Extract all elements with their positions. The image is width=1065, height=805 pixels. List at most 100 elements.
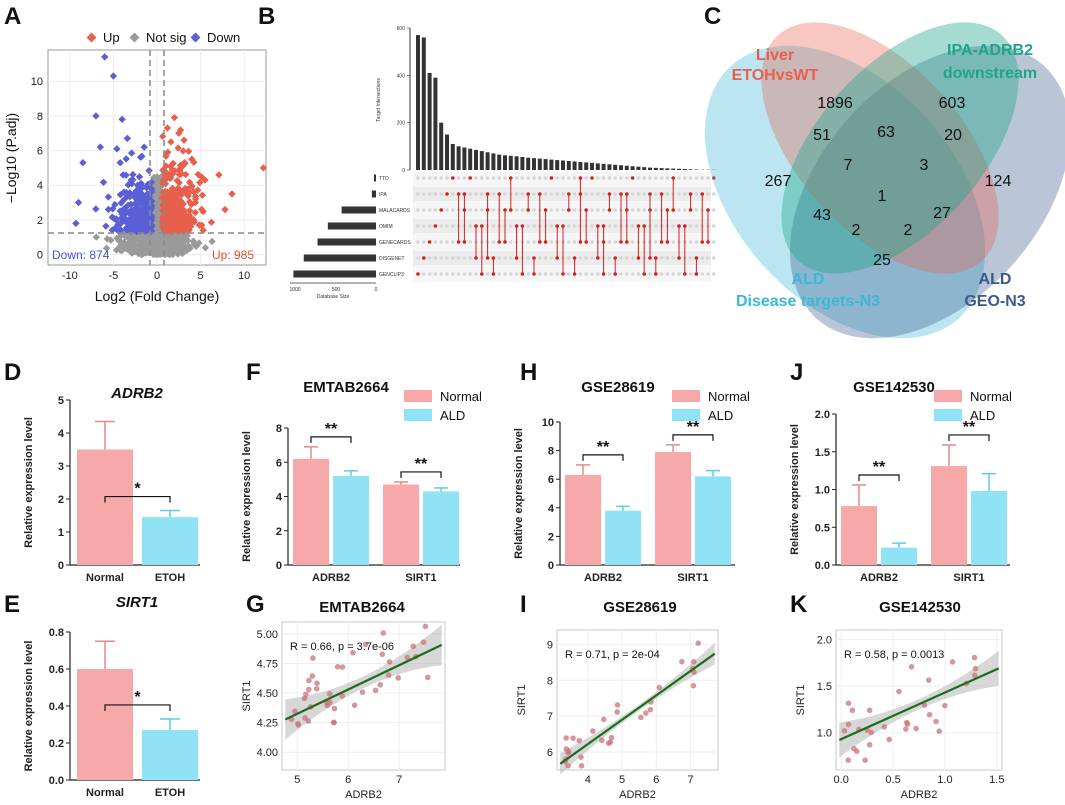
upset-dot (439, 256, 444, 260)
upset-dot (491, 224, 496, 228)
panel_I-xtick: 6 (653, 774, 659, 786)
upset-dot (549, 208, 554, 212)
volcano-point (92, 233, 100, 241)
upset-dot (659, 256, 664, 260)
upset-dot (590, 256, 594, 260)
panel_J-ylabel: Relative expression level (789, 424, 801, 555)
upset-dot (532, 208, 536, 212)
upset-dot (648, 176, 652, 180)
panel_K-title: GSE142530 (879, 599, 961, 616)
legend-down: Down (207, 30, 240, 45)
upset-dot (445, 224, 449, 228)
volcano-point (166, 250, 174, 259)
upset-dot (514, 176, 519, 180)
upset-dot (630, 192, 635, 196)
upset-dot (491, 240, 496, 244)
panel_I-xlabel: ADRB2 (619, 789, 656, 801)
panel_H-ytick: 6 (548, 474, 554, 486)
upset-dot (427, 272, 432, 276)
upset-bar (497, 154, 502, 170)
volcano-ytick: 8 (37, 111, 43, 123)
panel_H-bar (565, 474, 601, 565)
upset-dot (433, 224, 438, 228)
upset-dot (462, 176, 467, 180)
panel_I-ytick: 8 (547, 675, 553, 687)
upset-dot (526, 176, 530, 180)
panel-label-d: D (4, 359, 21, 386)
venn-label-ipa-1: IPA-ADRB2 (947, 42, 1033, 59)
upset-set-label: MALACARDS (379, 208, 411, 214)
upset-dot (491, 208, 496, 212)
upset-dot (590, 208, 594, 212)
volcano-point (221, 205, 229, 214)
upset-dot (468, 256, 473, 260)
panel_K-xtick: 1.5 (989, 774, 1004, 786)
panel_F-ytick: 2 (276, 526, 282, 538)
upset-dot (456, 176, 461, 180)
panel_G-point (324, 700, 330, 706)
panel_K-xtick: 1.0 (937, 774, 952, 786)
upset-dot (671, 256, 675, 260)
panel_G-point (331, 719, 337, 726)
panel_H-sig: ** (687, 419, 700, 436)
upset-bar (439, 122, 444, 170)
panel_G-point (380, 630, 387, 636)
volcano-xtick: -5 (109, 270, 119, 282)
panel_H-sig: ** (597, 439, 610, 456)
upset-dot (654, 176, 658, 180)
upset-dot (509, 272, 513, 276)
upset-dot (526, 240, 530, 244)
volcano-point (191, 208, 199, 217)
upset-dot (607, 240, 612, 244)
volcano-point (122, 225, 131, 234)
panel_G-point (386, 659, 393, 665)
panel_D-xtick: ETOH (155, 572, 185, 584)
upset-dot (451, 176, 455, 180)
volcano-point (199, 226, 207, 234)
volcano-point (127, 200, 135, 209)
upset-dot (427, 192, 432, 196)
panel_E-ytick: 0.2 (49, 738, 64, 750)
volcano-point (190, 187, 198, 196)
panel_G-point (331, 705, 338, 712)
upset-bar (590, 162, 594, 170)
volcano-point (188, 155, 196, 163)
panel_K-point (866, 707, 873, 714)
panel_E-xtick: Normal (86, 787, 124, 799)
volcano-point (101, 53, 109, 61)
upset-dot (485, 176, 490, 180)
legend-not-sig: Not sig (146, 30, 186, 45)
panel_I-annotation: R = 0.71, p = 2e-04 (565, 649, 660, 661)
upset-set-label: IPA (379, 192, 387, 198)
upset-dot (497, 176, 502, 180)
upset-dot (607, 272, 612, 276)
panel_G-point (339, 664, 346, 670)
upset-bar (450, 143, 455, 170)
upset-dot (416, 224, 420, 228)
upset-bar (474, 149, 478, 170)
upset-dot (422, 192, 426, 196)
upset-dot (503, 272, 507, 276)
panel_I-point (690, 682, 697, 689)
venn-label-liver-1: Liver (756, 47, 794, 64)
panel_J-bar (881, 547, 917, 565)
upset-bar (416, 35, 420, 170)
upset-dot (503, 192, 507, 196)
venn-label-ald-geo-1: ALD (979, 271, 1012, 288)
upset-bar (555, 160, 560, 170)
upset-dot (445, 240, 449, 244)
upset-bar (688, 169, 693, 170)
panel_K-xtick: 0.0 (834, 774, 849, 786)
panel_G-ytick: 4.25 (257, 718, 278, 730)
upset-dot (491, 192, 496, 196)
panel_G-point (314, 680, 320, 686)
upset-dot (555, 192, 559, 196)
venn-label-ald-disease-2: Disease targets-N3 (736, 293, 880, 310)
volcano-point (139, 201, 148, 209)
venn-count-2b: 2 (904, 222, 913, 239)
panel_K-point (903, 726, 909, 732)
upset-size-tick-500: 500 (332, 287, 341, 293)
volcano-point (140, 217, 149, 225)
panel_K-point (841, 728, 848, 734)
panel_K-xtick: 0.5 (885, 774, 900, 786)
